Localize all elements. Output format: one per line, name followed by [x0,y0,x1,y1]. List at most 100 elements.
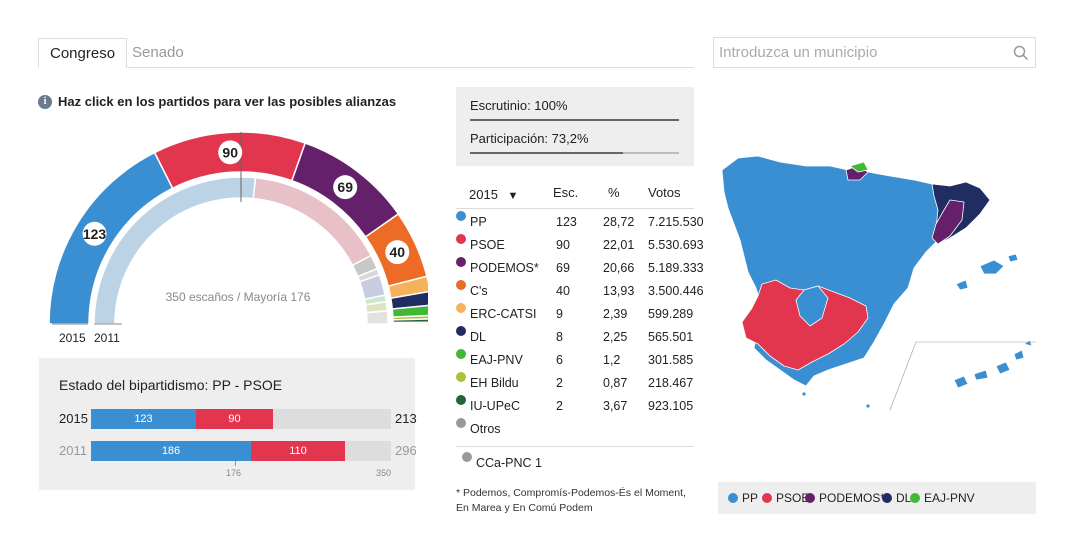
search-icon[interactable] [1012,44,1030,62]
party-votes: 301.585 [648,353,694,367]
outer-year-label: 2015 [59,331,86,345]
party-seats: 40 [556,284,570,298]
party-name: DL [470,330,486,344]
party-name: EAJ-PNV [470,353,523,367]
map-region-podemos-cat[interactable] [931,199,965,245]
header-pct: % [608,185,620,200]
table-divider [456,446,694,447]
party-seats: 8 [556,330,563,344]
hemicycle-segment-otros[interactable] [365,310,389,325]
seat-badge-label: 123 [83,226,107,242]
bip-track: 186 110 [91,441,391,461]
party-dot [456,257,466,267]
legend-dot [910,493,920,503]
party-row[interactable]: EH Bildu 2 0,87 218.467 [456,372,694,394]
map-region-melilla[interactable] [865,403,871,409]
tick-total: 350 [376,468,392,478]
party-seats: 9 [556,307,563,321]
party-dot [456,303,466,313]
bipartisan-title: Estado del bipartidismo: PP - PSOE [59,377,283,393]
party-dot [456,372,466,382]
map-region-pp-inner[interactable] [795,285,829,327]
search-input[interactable] [714,38,1004,67]
party-dot [456,349,466,359]
party-votes: 3.500.446 [648,284,704,298]
party-dot [456,418,466,428]
alliance-hint-text: Haz click en los partidos para ver las p… [58,94,397,109]
escrutinio-fill [470,119,679,121]
participacion-text: Participación: 73,2% [470,131,589,146]
party-pct: 20,66 [603,261,635,275]
legend-label: EAJ-PNV [924,491,975,505]
party-row[interactable]: C's 40 13,93 3.500.446 [456,280,704,302]
legend-dot [762,493,772,503]
year-select[interactable]: 2015 ▼ [469,187,518,202]
hemicycle-segment-otros[interactable] [392,321,428,325]
party-row[interactable]: PP 123 28,72 7.215.530 [456,211,704,233]
bipartisan-panel: Estado del bipartidismo: PP - PSOE 2015 … [39,358,417,490]
map-region-baleares[interactable] [955,253,1019,291]
seat-badge-label: 90 [222,144,238,160]
party-name: C's [470,284,488,298]
bip-bar-pp-2011: 186 [91,441,251,461]
legend-label: PP [742,491,759,505]
party-pct: 2,25 [603,330,628,344]
escrutinio-text: Escrutinio: 100% [470,98,568,113]
map-region-canarias[interactable] [953,339,1033,389]
party-pct: 13,93 [603,284,635,298]
bip-year-2011: 2011 [59,443,87,458]
party-row[interactable]: Otros [456,418,694,440]
party-seats: 2 [556,376,563,390]
tab-senado[interactable]: Senado [132,44,184,61]
map-region-ceuta[interactable] [801,391,807,397]
info-icon: i [38,94,52,109]
party-votes: 218.467 [648,376,694,390]
party-votes: 5.530.693 [648,238,704,252]
header-seats: Esc. [553,185,579,200]
party-row[interactable]: EAJ-PNV 6 1,2 301.585 [456,349,694,371]
extra-party-label: CCa-PNC 1 [476,456,542,470]
tick-mark [235,461,236,466]
party-seats: 6 [556,353,563,367]
tick-majority: 176 [226,468,242,478]
header-votes: Votos [648,185,681,200]
hemicycle-center-text: 350 escaños / Mayoría 176 [165,290,311,304]
alliance-hint: i Haz click en los partidos para ver las… [38,94,396,109]
party-name: EH Bildu [470,376,519,390]
party-votes: 7.215.530 [648,215,704,229]
party-row[interactable]: PSOE 90 22,01 5.530.693 [456,234,704,256]
legend-item: PP [728,482,758,514]
inner-year-label: 2011 [94,331,120,345]
seat-badge-podemos [333,175,358,200]
legend-dot [882,493,892,503]
party-name: Otros [470,422,501,436]
party-pct: 22,01 [603,238,635,252]
party-dot [456,211,466,221]
bip-total-2011: 296 [395,443,417,458]
party-name: ERC-CATSI [470,307,537,321]
party-row[interactable]: PODEMOS* 69 20,66 5.189.333 [456,257,704,279]
party-pct: 1,2 [603,353,621,367]
year-select-value: 2015 [469,187,498,202]
bip-bar-psoe-2015: 90 [196,409,273,429]
party-row[interactable]: DL 8 2,25 565.501 [456,326,694,348]
legend-label: DL [896,491,912,505]
seat-badge-label: 69 [337,179,353,195]
legend-label: PODEMOS* [819,491,886,505]
extra-party-row[interactable]: CCa-PNC 1 [462,452,700,474]
party-row[interactable]: IU-UPeC 2 3,67 923.105 [456,395,694,417]
bip-year-2015: 2015 [59,411,88,426]
scrutiny-panel: Escrutinio: 100% Participación: 73,2% [456,87,694,166]
header-divider [456,208,694,209]
participacion-fill [470,152,623,154]
caret-down-icon: ▼ [507,190,519,202]
tab-congreso[interactable]: Congreso [38,38,128,68]
escrutinio-bar [470,119,679,121]
bip-total-2015: 213 [395,411,417,426]
map-legend: PP PSOE PODEMOS* DL EAJ-PNV [718,482,1036,514]
party-name: PP [470,215,487,229]
party-seats: 123 [556,215,577,229]
map-region-pnv[interactable] [849,161,869,173]
party-row[interactable]: ERC-CATSI 9 2,39 599.289 [456,303,694,325]
spain-province-map[interactable] [718,148,1036,478]
